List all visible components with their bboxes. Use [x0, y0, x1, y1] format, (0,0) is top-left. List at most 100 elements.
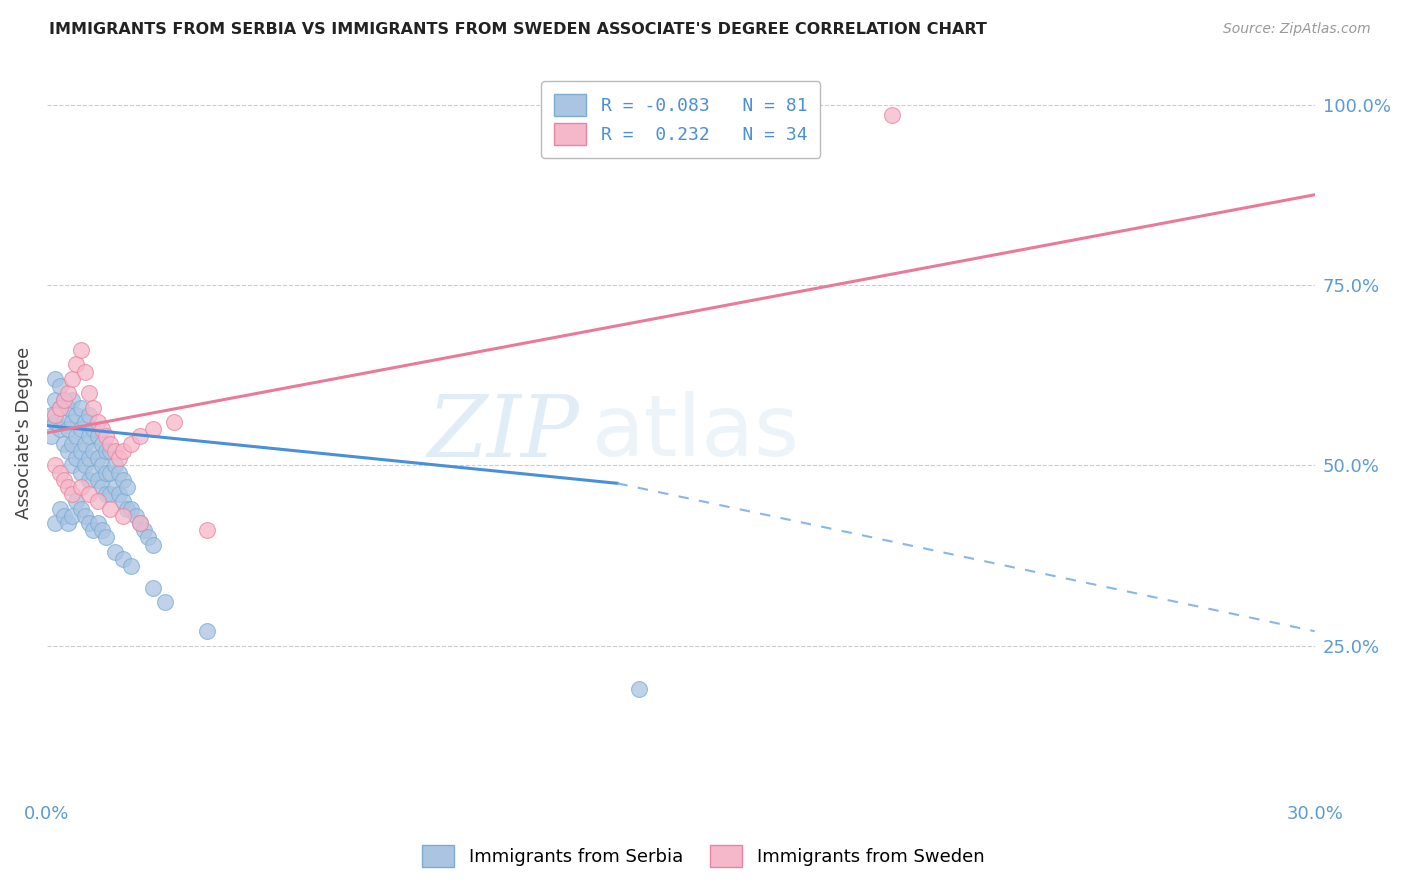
Point — [60, 393, 83, 408]
Point — [94, 429, 117, 443]
Point — [73, 415, 96, 429]
Point — [52, 415, 75, 429]
Point — [73, 458, 96, 473]
Point — [56, 516, 79, 530]
Point — [94, 487, 117, 501]
Point — [48, 466, 70, 480]
Point — [98, 436, 121, 450]
Point — [82, 401, 104, 415]
Point — [98, 443, 121, 458]
Point — [141, 581, 163, 595]
Point — [77, 487, 100, 501]
Point — [141, 422, 163, 436]
Point — [90, 436, 112, 450]
Point — [111, 552, 134, 566]
Point — [48, 401, 70, 415]
Point — [52, 508, 75, 523]
Point — [48, 422, 70, 436]
Point — [77, 451, 100, 466]
Point — [56, 422, 79, 436]
Point — [90, 480, 112, 494]
Point — [65, 451, 87, 466]
Point — [77, 516, 100, 530]
Point — [60, 458, 83, 473]
Point — [77, 473, 100, 487]
Point — [44, 516, 66, 530]
Point — [44, 415, 66, 429]
Point — [111, 443, 134, 458]
Point — [94, 466, 117, 480]
Point — [90, 458, 112, 473]
Point — [52, 393, 75, 408]
Point — [44, 408, 66, 422]
Point — [111, 494, 134, 508]
Point — [98, 487, 121, 501]
Point — [107, 487, 129, 501]
Point — [60, 487, 83, 501]
Point — [39, 408, 62, 422]
Point — [60, 372, 83, 386]
Point — [103, 480, 125, 494]
Text: atlas: atlas — [592, 392, 800, 475]
Point — [107, 466, 129, 480]
Point — [44, 372, 66, 386]
Point — [77, 408, 100, 422]
Point — [132, 523, 155, 537]
Point — [65, 494, 87, 508]
Point — [82, 443, 104, 458]
Point — [60, 436, 83, 450]
Point — [65, 357, 87, 371]
Point — [82, 523, 104, 537]
Point — [73, 508, 96, 523]
Text: Source: ZipAtlas.com: Source: ZipAtlas.com — [1223, 22, 1371, 37]
Point — [60, 508, 83, 523]
Point — [627, 681, 650, 696]
Point — [103, 458, 125, 473]
Point — [86, 494, 108, 508]
Point — [120, 559, 142, 574]
Point — [52, 436, 75, 450]
Point — [163, 415, 186, 429]
Point — [48, 501, 70, 516]
Point — [86, 473, 108, 487]
Point — [155, 595, 177, 609]
Point — [39, 429, 62, 443]
Point — [120, 501, 142, 516]
Point — [98, 501, 121, 516]
Point — [56, 401, 79, 415]
Point — [103, 545, 125, 559]
Point — [124, 508, 146, 523]
Point — [77, 386, 100, 401]
Point — [73, 364, 96, 378]
Point — [107, 451, 129, 466]
Point — [197, 523, 219, 537]
Point — [82, 466, 104, 480]
Point — [90, 422, 112, 436]
Point — [44, 458, 66, 473]
Y-axis label: Associate's Degree: Associate's Degree — [15, 347, 32, 519]
Point — [128, 429, 150, 443]
Point — [82, 422, 104, 436]
Point — [90, 523, 112, 537]
Point — [86, 516, 108, 530]
Point — [52, 473, 75, 487]
Point — [69, 422, 91, 436]
Point — [65, 408, 87, 422]
Point — [56, 480, 79, 494]
Point — [94, 443, 117, 458]
Point — [69, 443, 91, 458]
Legend: R = -0.083   N = 81, R =  0.232   N = 34: R = -0.083 N = 81, R = 0.232 N = 34 — [541, 81, 820, 158]
Point — [197, 624, 219, 639]
Point — [77, 429, 100, 443]
Text: ZIP: ZIP — [427, 392, 579, 475]
Legend: Immigrants from Serbia, Immigrants from Sweden: Immigrants from Serbia, Immigrants from … — [415, 838, 991, 874]
Point — [69, 466, 91, 480]
Point — [69, 401, 91, 415]
Point — [128, 516, 150, 530]
Point — [48, 401, 70, 415]
Point — [128, 516, 150, 530]
Point — [69, 501, 91, 516]
Point — [86, 415, 108, 429]
Point — [120, 436, 142, 450]
Point — [98, 466, 121, 480]
